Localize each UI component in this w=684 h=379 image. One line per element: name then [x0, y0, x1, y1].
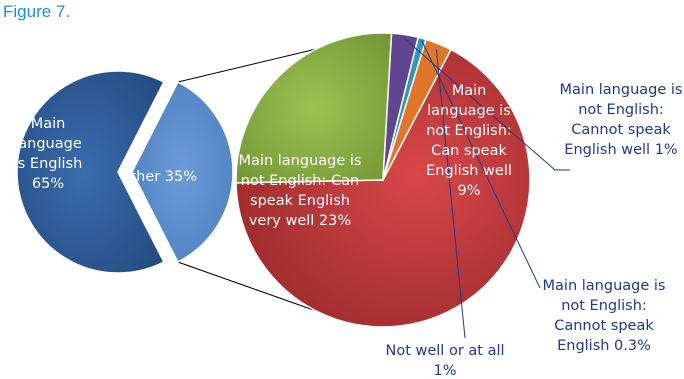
connector-line-top — [177, 48, 317, 83]
label-main-language-english: Main language is English 65% — [14, 116, 83, 192]
connector-line-bottom — [177, 261, 317, 312]
slice-main-language-is-not-english-can-speak-e — [235, 48, 531, 328]
leader-cannot-speak — [421, 40, 541, 289]
figure-label: Figure 7. — [3, 2, 71, 21]
primary-pie — [16, 70, 234, 274]
leader-not-well-or-at-all — [435, 49, 466, 339]
slice-main-language-english — [16, 70, 165, 274]
slice-other — [131, 81, 234, 263]
leader-lines — [404, 38, 570, 339]
label-other: Other 35% — [119, 169, 197, 185]
slice-labels: Main language is English 65% Other 35% Main l… — [14, 82, 683, 379]
label-cannot-speak: Main language is not English: Cannot speak… — [543, 278, 666, 354]
connector-lines — [177, 48, 317, 312]
secondary-pie — [235, 32, 531, 328]
slice-main-language-is-not-english-can-speak-e — [235, 32, 393, 184]
leader-cannot-speak-well — [404, 38, 570, 171]
slice-not-well-or-at-all-1 — [382, 38, 452, 181]
label-cannot-speak-well: Main language is not English: Cannot speak… — [560, 82, 683, 158]
label-not-well-or-at-all: Not well or at all 1% — [385, 343, 504, 379]
label-can-speak-well: Main language is not English: Can speak Engl… — [426, 83, 512, 199]
label-can-speak-very-well: Main language is not English: Can speak En… — [239, 153, 362, 229]
